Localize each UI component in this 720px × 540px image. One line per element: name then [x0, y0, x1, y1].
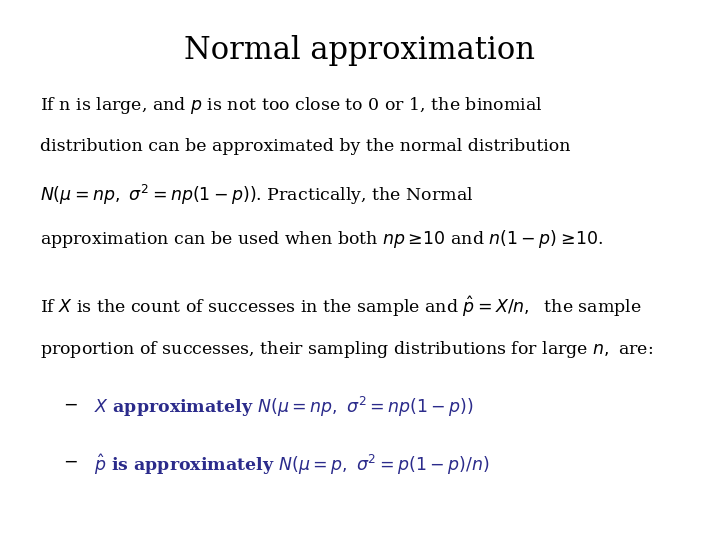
Text: $-$: $-$: [63, 395, 78, 412]
Text: If $X$ is the count of successes in the sample and $\hat{p} = X/n,$  the sample: If $X$ is the count of successes in the …: [40, 294, 642, 319]
Text: Normal approximation: Normal approximation: [184, 35, 536, 66]
Text: distribution can be approximated by the normal distribution: distribution can be approximated by the …: [40, 138, 570, 154]
Text: approximation can be used when both $np \geq\!10$ and $n(1 - p) \geq\!10$.: approximation can be used when both $np …: [40, 228, 603, 250]
Text: $\hat{p}$ is approximately $N(\mu = p,\ \sigma^2 = p(1 - p)/n)$: $\hat{p}$ is approximately $N(\mu = p,\ …: [94, 453, 489, 477]
Text: proportion of successes, their sampling distributions for large $n,$ are:: proportion of successes, their sampling …: [40, 339, 653, 360]
Text: $N(\mu = np,\ \sigma^2 = np(1 - p))$. Practically, the Normal: $N(\mu = np,\ \sigma^2 = np(1 - p))$. Pr…: [40, 183, 473, 207]
Text: $-$: $-$: [63, 453, 78, 469]
Text: $X$ approximately $N(\mu = np,\ \sigma^2 = np(1 - p))$: $X$ approximately $N(\mu = np,\ \sigma^2…: [94, 395, 474, 420]
Text: If n is large, and $p$ is not too close to 0 or 1, the binomial: If n is large, and $p$ is not too close …: [40, 94, 542, 116]
